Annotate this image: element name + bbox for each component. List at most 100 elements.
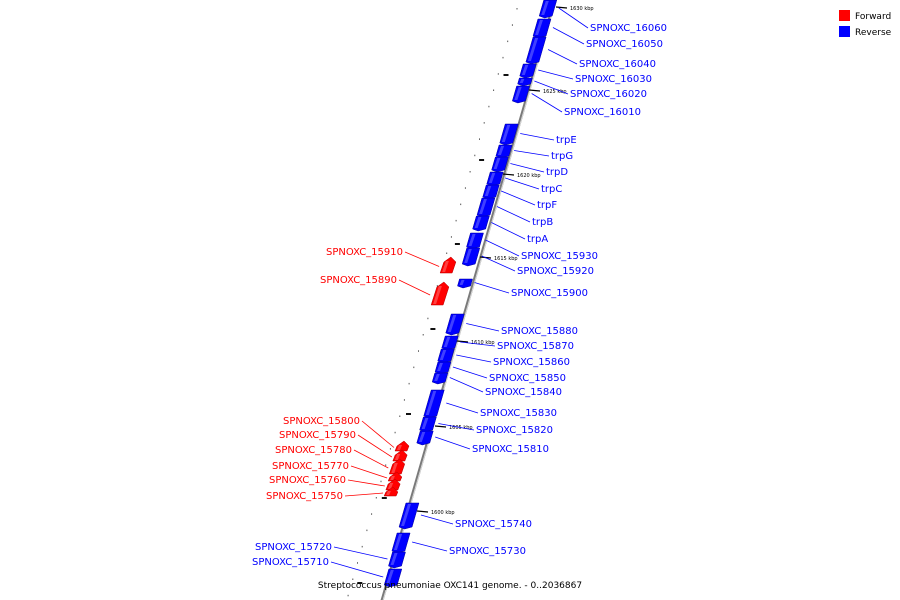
minor-tick: [450, 236, 452, 238]
gene-label-spnoxc_15810[interactable]: SPNOXC_15810: [472, 444, 549, 455]
gene-label-spnoxc_15770[interactable]: SPNOXC_15770: [272, 461, 349, 472]
gene-label-spnoxc_15930[interactable]: SPNOXC_15930: [521, 251, 598, 262]
minor-tick: [371, 513, 373, 515]
leader-line: [456, 354, 492, 363]
major-tick: [381, 497, 387, 499]
gene-label-spnoxc_15780[interactable]: SPNOXC_15780: [275, 445, 352, 456]
minor-tick: [385, 464, 387, 466]
gene-block-spnoxc_16060[interactable]: [538, 0, 558, 19]
gene-label-spnoxc_16050[interactable]: SPNOXC_16050: [586, 39, 663, 50]
gene-block-spnoxc_15740[interactable]: [398, 502, 420, 530]
gene-label-spnoxc_15720[interactable]: SPNOXC_15720: [255, 542, 332, 553]
gene-label-trpc[interactable]: trpC: [541, 184, 562, 195]
gene-block-spnoxc_15900[interactable]: [457, 278, 473, 289]
gene-block-shine: [468, 234, 476, 246]
leader-line: [520, 133, 555, 141]
gene-block-trpd[interactable]: [491, 156, 509, 173]
gene-block-spnoxc_16010[interactable]: [512, 85, 530, 104]
gene-block-spnoxc_15750[interactable]: [383, 486, 399, 497]
gene-block-spnoxc_15890[interactable]: [430, 281, 450, 306]
leader-line: [411, 541, 448, 552]
major-ticks: [357, 74, 509, 584]
minor-tick: [469, 171, 471, 173]
gene-label-trpe[interactable]: trpE: [556, 135, 577, 146]
minor-tick: [403, 399, 405, 401]
leader-line: [333, 546, 388, 560]
leader-line: [514, 150, 550, 157]
gene-label-spnoxc_15820[interactable]: SPNOXC_15820: [476, 425, 553, 436]
gene-label-spnoxc_16030[interactable]: SPNOXC_16030: [575, 74, 652, 85]
minor-tick: [511, 24, 513, 26]
gene-label-spnoxc_15730[interactable]: SPNOXC_15730: [449, 546, 526, 557]
gene-block-shine: [401, 504, 411, 526]
gene-block-spnoxc_15710[interactable]: [383, 568, 403, 588]
gene-label-spnoxc_16060[interactable]: SPNOXC_16060: [590, 23, 667, 34]
major-tick: [503, 74, 509, 76]
gene-block-spnoxc_16020[interactable]: [517, 77, 533, 87]
gene-block-trpa[interactable]: [472, 215, 490, 232]
gene-label-spnoxc_15830[interactable]: SPNOXC_15830: [480, 408, 557, 419]
gene-label-trpb[interactable]: trpB: [532, 217, 553, 228]
kbp-tick-mark: [528, 89, 541, 92]
gene-block-shine: [464, 249, 472, 263]
gene-label-spnoxc_15920[interactable]: SPNOXC_15920: [517, 266, 594, 277]
gene-label-spnoxc_15840[interactable]: SPNOXC_15840: [485, 387, 562, 398]
gene-label-spnoxc_15710[interactable]: SPNOXC_15710: [252, 557, 329, 568]
kbp-labels: 1630 kbp 1625 kbp 1620 kbp 1615 kbp 1610 kbp…: [416, 6, 594, 516]
gene-label-spnoxc_15870[interactable]: SPNOXC_15870: [497, 341, 574, 352]
gene-block-trpe[interactable]: [499, 123, 519, 146]
minor-tick: [422, 334, 424, 336]
gene-label-spnoxc_15880[interactable]: SPNOXC_15880: [501, 326, 578, 337]
minor-tick: [427, 317, 429, 320]
minor-tick: [474, 154, 476, 157]
minor-tick: [436, 285, 438, 287]
gene-label-spnoxc_15790[interactable]: SPNOXC_15790: [279, 430, 356, 441]
legend-reverse-label: Reverse: [855, 28, 892, 38]
gene-label-spnoxc_15800[interactable]: SPNOXC_15800: [283, 416, 360, 427]
gene-label-spnoxc_15910[interactable]: SPNOXC_15910: [326, 247, 403, 258]
gene-block-spnoxc_15720[interactable]: [388, 551, 406, 569]
gene-block-spnoxc_15800[interactable]: [394, 440, 410, 452]
gene-block-spnoxc_15840[interactable]: [431, 372, 449, 385]
gene-block-spnoxc_15910[interactable]: [439, 256, 457, 274]
gene-block-spnoxc_15810[interactable]: [416, 430, 434, 446]
gene-label-trpg[interactable]: trpG: [551, 151, 573, 162]
gene-label-trpa[interactable]: trpA: [527, 234, 548, 245]
leader-line: [357, 434, 393, 458]
minor-tick: [507, 40, 509, 43]
gene-block-spnoxc_16030[interactable]: [519, 63, 537, 79]
gene-block-spnoxc_15920[interactable]: [461, 247, 481, 267]
gene-blocks: [383, 0, 558, 588]
major-tick: [406, 413, 411, 415]
gene-block-shine: [390, 553, 398, 565]
gene-block-spnoxc_16040[interactable]: [525, 36, 547, 65]
gene-block-shine: [433, 286, 442, 304]
kbp-tick-mark: [456, 340, 469, 343]
gene-label-spnoxc_16020[interactable]: SPNOXC_16020: [570, 89, 647, 100]
gene-block-shine: [386, 570, 394, 584]
gene-label-trpd[interactable]: trpD: [546, 167, 568, 178]
gene-label-spnoxc_15750[interactable]: SPNOXC_15750: [266, 491, 343, 502]
leader-line: [547, 49, 578, 65]
kbp-label: 1600 kbp: [431, 510, 455, 516]
gene-label-spnoxc_15850[interactable]: SPNOXC_15850: [489, 373, 566, 384]
gene-block-shine: [474, 217, 482, 228]
major-tick: [357, 582, 363, 584]
minor-tick: [366, 529, 368, 532]
leader-line: [485, 239, 520, 257]
leader-line: [531, 93, 563, 113]
gene-label-spnoxc_15860[interactable]: SPNOXC_15860: [493, 357, 570, 368]
gene-block-spnoxc_15880[interactable]: [445, 313, 465, 336]
gene-label-spnoxc_16010[interactable]: SPNOXC_16010: [564, 107, 641, 118]
gene-block-spnoxc_15820[interactable]: [419, 416, 437, 433]
gene-label-spnoxc_15740[interactable]: SPNOXC_15740: [455, 519, 532, 530]
gene-label-spnoxc_15760[interactable]: SPNOXC_15760: [269, 475, 346, 486]
gene-label-spnoxc_16040[interactable]: SPNOXC_16040: [579, 59, 656, 70]
legend-forward-swatch: [839, 10, 850, 21]
gene-label-spnoxc_15890[interactable]: SPNOXC_15890: [320, 275, 397, 286]
gene-label-spnoxc_15900[interactable]: SPNOXC_15900: [511, 288, 588, 299]
gene-block-shine: [434, 374, 440, 381]
gene-label-trpf[interactable]: trpF: [537, 200, 557, 211]
gene-block-shine: [535, 20, 543, 35]
minor-tick: [380, 480, 382, 483]
